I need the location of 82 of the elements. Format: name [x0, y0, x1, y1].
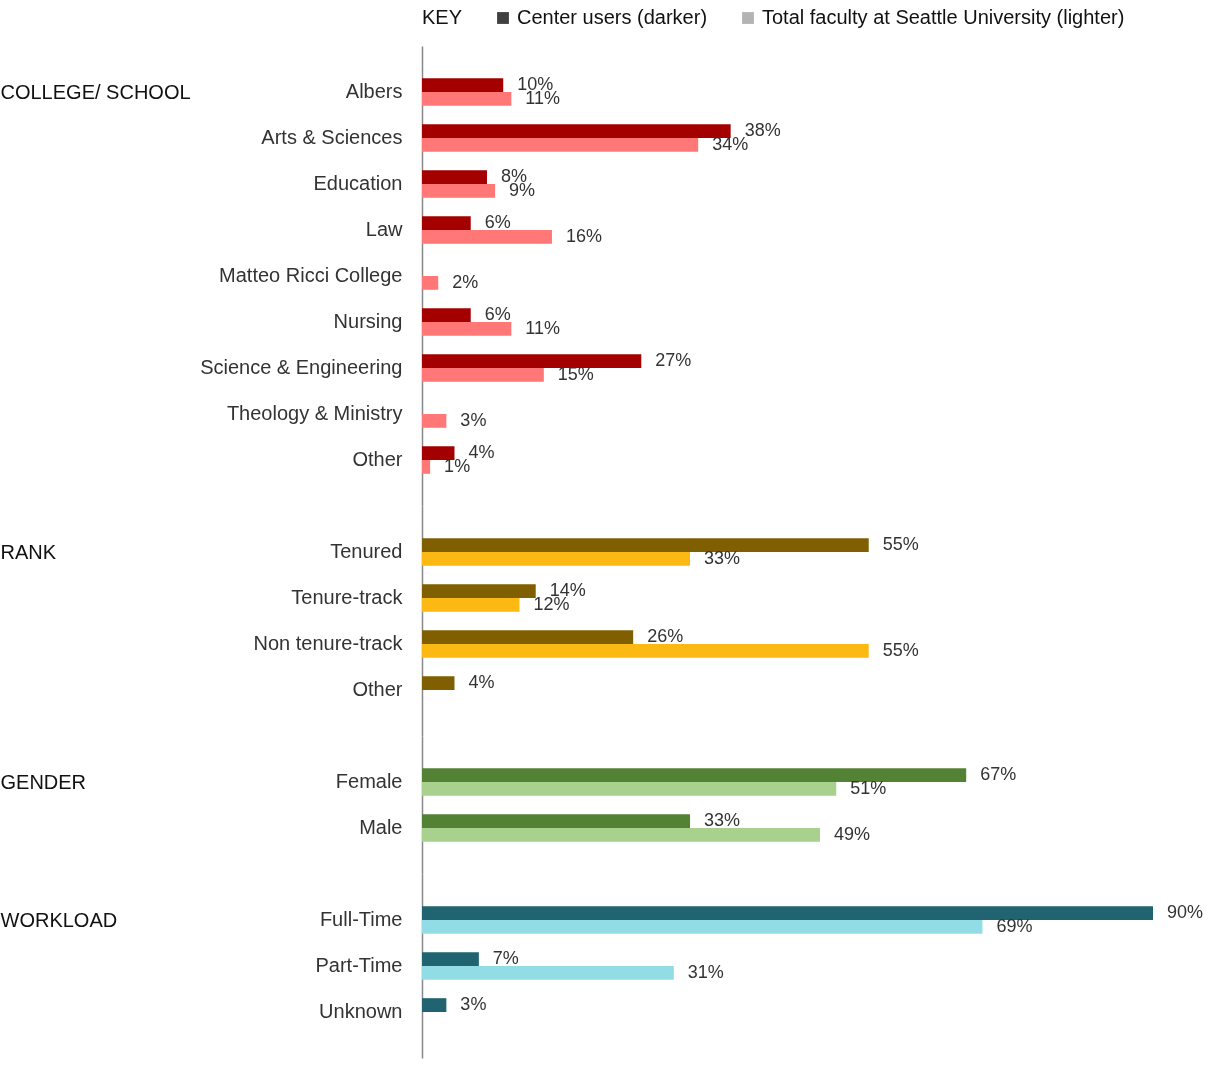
- bar: [422, 828, 820, 842]
- data-label: 7%: [492, 948, 519, 969]
- data-label: 15%: [557, 363, 594, 384]
- bar: [422, 92, 512, 106]
- bar: [422, 184, 496, 198]
- bar: [422, 598, 520, 612]
- y-axis-title: WORKLOAD: [0, 908, 118, 931]
- bar: [422, 538, 869, 552]
- y-tick-label: Theology & Ministry: [226, 402, 403, 424]
- data-label: 1%: [444, 455, 471, 476]
- y-tick-label: Matteo Ricci College: [219, 264, 403, 286]
- data-label: 26%: [647, 626, 684, 647]
- y-tick-label: Part-Time: [315, 954, 403, 976]
- bar: [422, 446, 455, 460]
- bar: [422, 782, 837, 796]
- bar: [422, 138, 699, 152]
- y-tick-label: Education: [313, 172, 403, 194]
- bar: [422, 354, 642, 368]
- bar: [422, 308, 471, 322]
- data-label: 49%: [833, 823, 871, 844]
- bar: [422, 676, 455, 690]
- data-label: 6%: [484, 304, 511, 325]
- bar: [422, 814, 691, 828]
- data-label: 16%: [565, 225, 602, 246]
- data-label: 67%: [980, 764, 1017, 785]
- data-label: 33%: [704, 547, 741, 568]
- bar: [422, 998, 447, 1012]
- y-tick-label: Albers: [345, 80, 403, 102]
- bar: [422, 460, 431, 474]
- y-tick-label: Full-Time: [319, 908, 403, 930]
- data-label: 27%: [655, 350, 692, 371]
- y-axis-title: RANK: [0, 540, 57, 563]
- y-axis-title: GENDER: [0, 770, 87, 793]
- data-label: 33%: [704, 810, 741, 831]
- bar: [422, 768, 967, 782]
- text: Total faculty at Seattle University (lighter): [762, 6, 1125, 28]
- bar: [422, 552, 691, 566]
- data-label: 6%: [484, 212, 511, 233]
- bar: [422, 952, 479, 966]
- legend-title: KEY: [422, 6, 463, 28]
- data-label: 55%: [882, 639, 919, 660]
- data-label: 3%: [460, 994, 487, 1015]
- y-tick-label: Nursing: [333, 310, 403, 332]
- data-label: 3%: [460, 409, 487, 430]
- y-tick-label: Science & Engineering: [200, 356, 403, 378]
- data-label: 69%: [996, 915, 1033, 936]
- bar: [422, 368, 544, 382]
- bar: [422, 644, 869, 658]
- y-axis-title: COLLEGE/ SCHOOL: [0, 80, 191, 103]
- y-tick-label: Other: [352, 678, 403, 700]
- bar: [422, 124, 731, 138]
- bar: [422, 170, 487, 184]
- y-tick-label: Unknown: [319, 1000, 403, 1022]
- bar: [422, 584, 536, 598]
- data-label: 51%: [850, 777, 887, 798]
- bar: [422, 630, 634, 644]
- y-tick-label: Other: [352, 448, 403, 470]
- y-tick-label: Tenure-track: [291, 586, 404, 608]
- bar: [422, 216, 471, 230]
- bar: [422, 920, 983, 934]
- bar: [422, 78, 504, 92]
- data-label: 90%: [1167, 902, 1204, 923]
- y-tick-label: Arts & Sciences: [261, 126, 403, 148]
- bar: [422, 230, 552, 244]
- bar: [422, 966, 674, 980]
- y-tick-label: Law: [365, 218, 404, 240]
- data-label: 55%: [882, 534, 919, 555]
- text: Center users (darker): [517, 6, 708, 28]
- y-tick-label: Female: [335, 770, 403, 792]
- y-tick-label: Tenured: [330, 540, 403, 562]
- bar: [422, 906, 1153, 920]
- bar: [422, 414, 447, 428]
- data-label: 38%: [744, 120, 781, 141]
- bar: [422, 276, 439, 290]
- bar: [422, 322, 512, 336]
- data-label: 4%: [468, 442, 495, 463]
- data-label: 4%: [468, 672, 495, 693]
- data-label: 11%: [525, 317, 561, 338]
- y-tick-label: Non tenure-track: [253, 632, 404, 654]
- data-label: 31%: [687, 961, 724, 982]
- y-tick-label: Male: [359, 816, 403, 838]
- data-label: 2%: [452, 271, 479, 292]
